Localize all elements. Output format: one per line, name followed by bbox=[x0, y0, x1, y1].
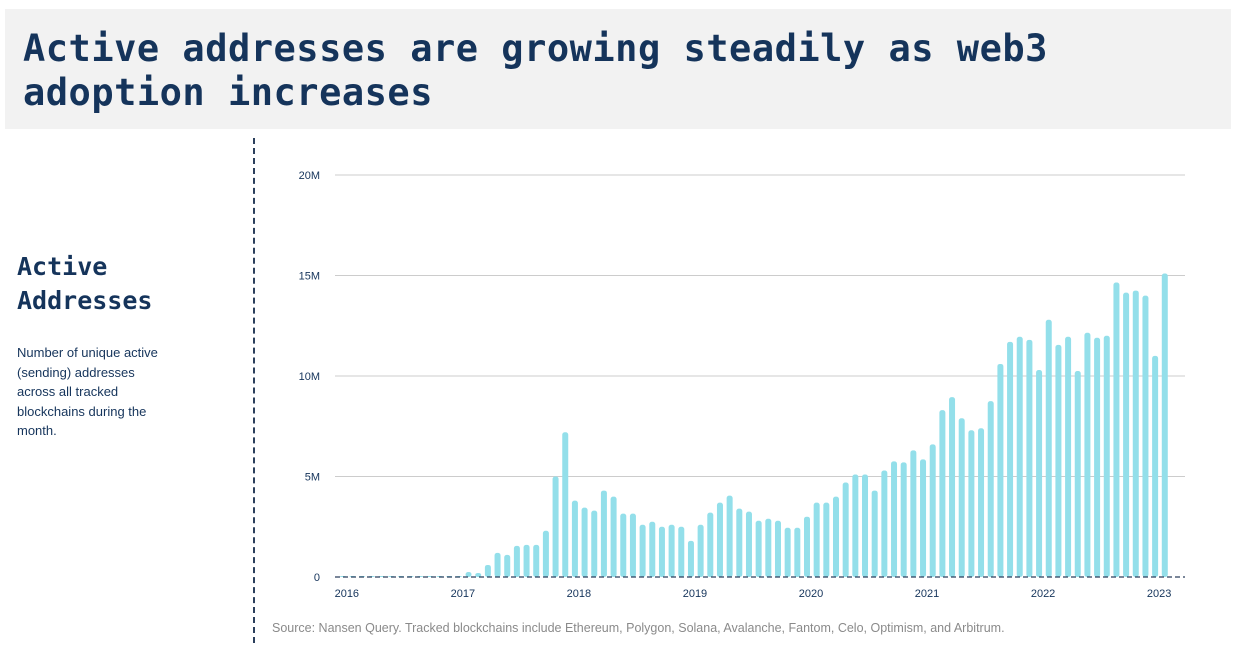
bar bbox=[900, 462, 907, 577]
y-tick-label: 0 bbox=[314, 572, 320, 584]
x-tick-label: 2016 bbox=[335, 588, 359, 600]
bar bbox=[784, 527, 791, 577]
x-tick-label: 2023 bbox=[1147, 588, 1171, 600]
bar bbox=[862, 474, 869, 577]
bar bbox=[1152, 355, 1159, 577]
bar bbox=[716, 502, 723, 577]
bar bbox=[891, 461, 898, 577]
bar bbox=[1103, 335, 1110, 577]
bar bbox=[910, 450, 917, 577]
bar bbox=[736, 508, 743, 577]
bar bbox=[1036, 369, 1043, 577]
header-banner: Active addresses are growing steadily as… bbox=[5, 9, 1231, 129]
y-tick-label: 20M bbox=[299, 170, 320, 182]
bar bbox=[1045, 319, 1052, 577]
bar bbox=[871, 490, 878, 577]
bar bbox=[687, 540, 694, 577]
bar bbox=[1113, 282, 1120, 577]
x-tick-label: 2017 bbox=[451, 588, 475, 600]
bar bbox=[620, 513, 627, 577]
bar bbox=[649, 521, 656, 577]
bar bbox=[678, 526, 685, 577]
bar bbox=[939, 410, 946, 577]
active-addresses-bar-chart: 0 5M 10M 15M 20M 2016 2017 2018 2019 2020 2021 202… bbox=[299, 170, 1185, 600]
bar bbox=[533, 544, 540, 577]
bar bbox=[494, 552, 501, 577]
bar bbox=[852, 474, 859, 577]
bar bbox=[1016, 336, 1023, 577]
bar bbox=[1065, 336, 1072, 577]
page-title: Active addresses are growing steadily as… bbox=[23, 27, 1048, 114]
source-note: Source: Nansen Query. Tracked blockchain… bbox=[272, 621, 1005, 635]
bar bbox=[465, 571, 472, 577]
bar bbox=[1074, 370, 1081, 577]
bar bbox=[1026, 339, 1033, 577]
bar bbox=[591, 510, 598, 577]
bar bbox=[881, 470, 888, 577]
bar bbox=[765, 518, 772, 577]
bar bbox=[571, 500, 578, 577]
bar bbox=[513, 545, 520, 577]
bar bbox=[1161, 273, 1168, 577]
bar bbox=[794, 527, 801, 577]
bar bbox=[707, 512, 714, 577]
section-divider bbox=[253, 138, 255, 643]
bar bbox=[1094, 337, 1101, 577]
y-tick-label: 10M bbox=[299, 371, 320, 383]
bar bbox=[629, 513, 636, 577]
bar bbox=[697, 524, 704, 577]
bar bbox=[1007, 341, 1014, 577]
x-tick-label: 2018 bbox=[567, 588, 591, 600]
bar bbox=[803, 516, 810, 577]
x-axis-ticks: 2016 2017 2018 2019 2020 2021 2022 2023 bbox=[335, 588, 1172, 600]
bar bbox=[1132, 290, 1139, 577]
chart-description: Number of unique active (sending) addres… bbox=[17, 345, 158, 438]
y-tick-label: 5M bbox=[305, 472, 320, 484]
bar bbox=[542, 530, 549, 577]
bar bbox=[958, 418, 965, 577]
bar bbox=[920, 459, 927, 577]
bar bbox=[562, 432, 569, 577]
bar bbox=[745, 511, 752, 577]
bar bbox=[668, 524, 675, 577]
bar bbox=[813, 502, 820, 577]
bar bbox=[755, 520, 762, 577]
bar bbox=[726, 495, 733, 577]
bar bbox=[823, 502, 830, 577]
y-axis-ticks: 0 5M 10M 15M 20M bbox=[299, 170, 320, 584]
bar bbox=[1123, 292, 1130, 577]
bar bbox=[987, 401, 994, 577]
bar bbox=[1055, 344, 1062, 577]
x-tick-label: 2020 bbox=[799, 588, 823, 600]
bar bbox=[484, 564, 491, 577]
bar bbox=[978, 428, 985, 577]
bar bbox=[1142, 295, 1149, 577]
x-tick-label: 2019 bbox=[683, 588, 707, 600]
bar bbox=[552, 476, 559, 577]
bar bbox=[833, 496, 840, 577]
x-tick-label: 2022 bbox=[1031, 588, 1055, 600]
bar bbox=[1084, 332, 1091, 577]
bar bbox=[842, 482, 849, 577]
chart-section-title: Active Addresses bbox=[17, 252, 153, 315]
bar bbox=[997, 363, 1004, 577]
bar bbox=[475, 572, 482, 577]
bar bbox=[658, 526, 665, 577]
bars bbox=[339, 273, 1168, 577]
bar bbox=[504, 554, 511, 577]
bar bbox=[600, 490, 607, 577]
bar bbox=[610, 496, 617, 577]
bar bbox=[639, 524, 646, 577]
bar bbox=[581, 507, 588, 577]
bar bbox=[949, 397, 956, 577]
bar bbox=[523, 544, 530, 577]
bar bbox=[929, 444, 936, 577]
x-tick-label: 2021 bbox=[915, 588, 939, 600]
gridlines bbox=[335, 174, 1185, 477]
bar bbox=[968, 430, 975, 577]
y-tick-label: 15M bbox=[299, 271, 320, 283]
bar bbox=[774, 520, 781, 577]
